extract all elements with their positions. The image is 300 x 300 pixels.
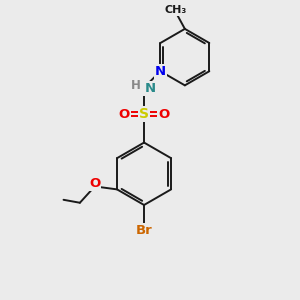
Text: H: H bbox=[131, 79, 141, 92]
Text: O: O bbox=[158, 108, 169, 121]
Text: Br: Br bbox=[136, 224, 152, 237]
Text: N: N bbox=[155, 65, 166, 78]
Text: S: S bbox=[139, 107, 149, 121]
Text: O: O bbox=[118, 108, 130, 121]
Text: O: O bbox=[89, 177, 100, 190]
Text: CH₃: CH₃ bbox=[165, 5, 187, 15]
Text: N: N bbox=[144, 82, 156, 95]
